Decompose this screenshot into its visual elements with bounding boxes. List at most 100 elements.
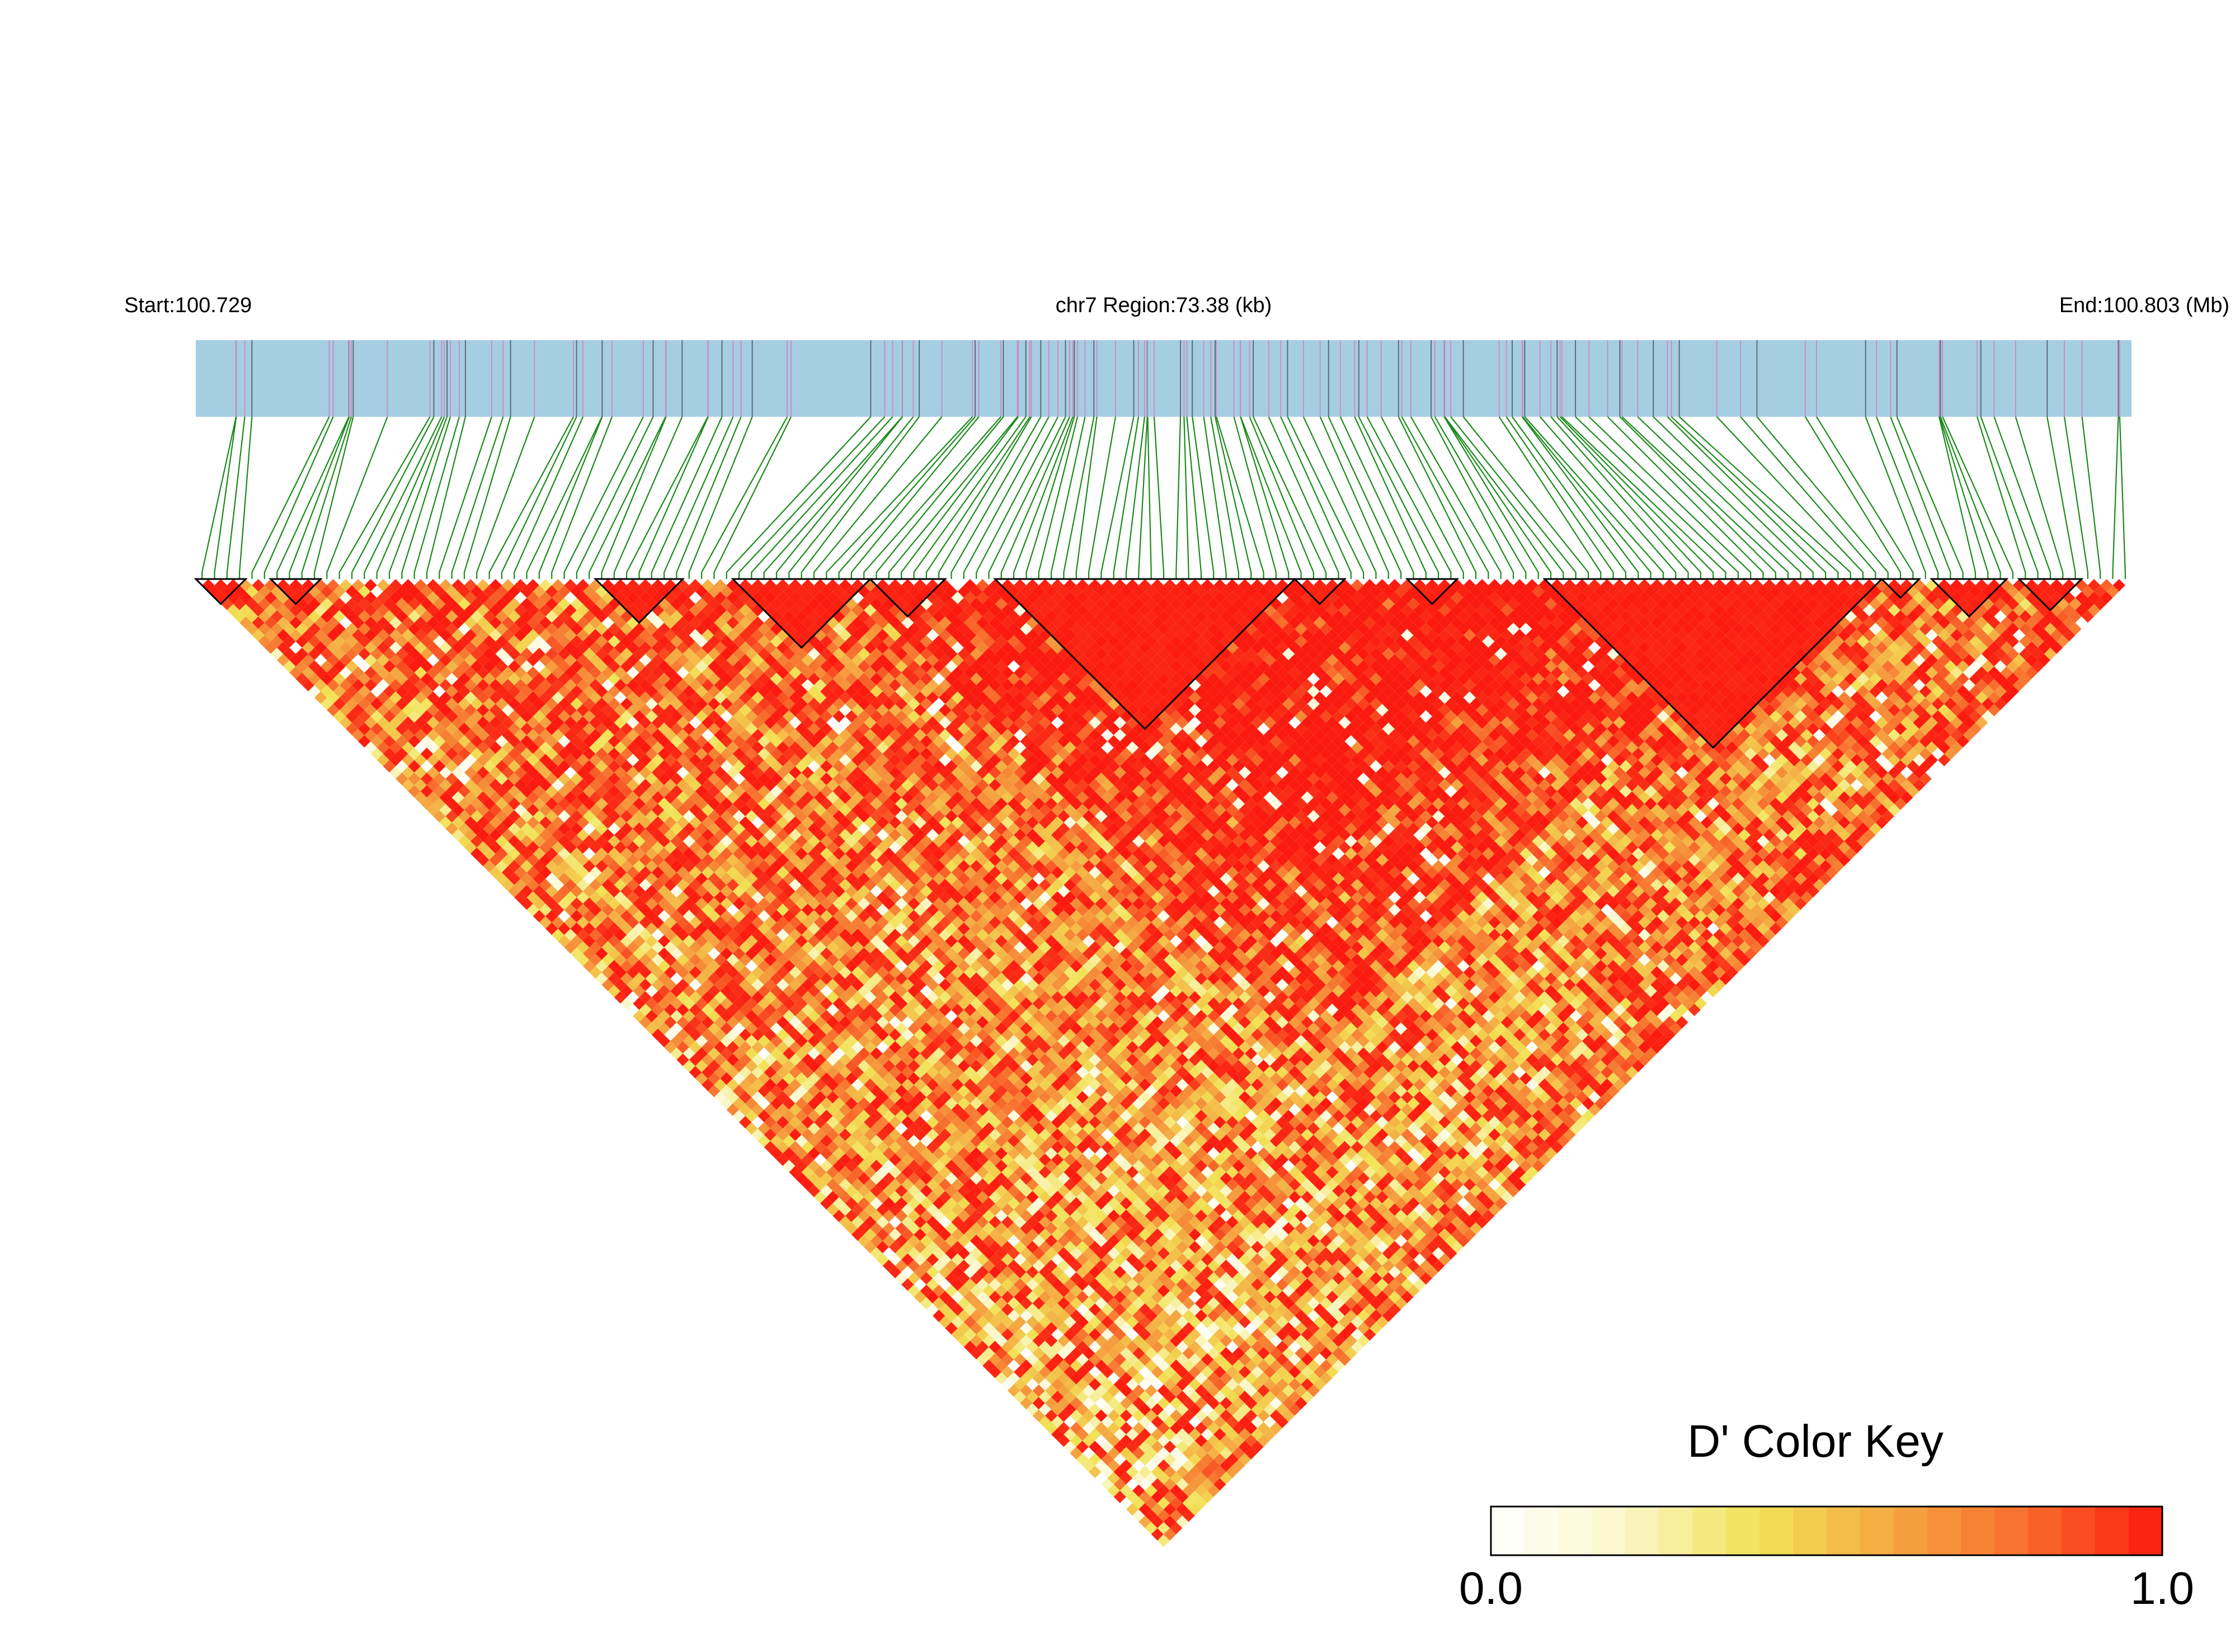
ld-cell	[1051, 1366, 1064, 1378]
ld-cell	[508, 809, 521, 823]
ld-cell	[426, 704, 440, 717]
ld-cell	[751, 1066, 764, 1079]
ld-cell	[764, 1041, 777, 1054]
ld-cell	[720, 1034, 733, 1048]
ld-cell	[333, 710, 346, 723]
snp-connector	[1000, 416, 1070, 579]
ld-cell	[470, 747, 483, 760]
ld-cell	[1026, 1390, 1039, 1404]
ld-cell	[396, 722, 408, 736]
ld-cell	[501, 791, 515, 804]
ld-cell	[289, 641, 302, 654]
snp-connector	[551, 416, 613, 579]
ld-cell	[327, 704, 340, 717]
ld-cell	[420, 785, 434, 798]
ld-cell	[651, 978, 665, 991]
ld-cell	[739, 1066, 752, 1079]
ld-cell	[1132, 1484, 1145, 1497]
ld-cell	[308, 610, 321, 623]
ld-cell	[951, 1241, 964, 1254]
ld-cell	[396, 735, 408, 748]
ld-cell	[1107, 1447, 1120, 1460]
ld-cell	[982, 1259, 995, 1272]
ld-cell	[676, 991, 689, 1004]
ld-cell	[595, 872, 608, 885]
ld-cell	[1032, 1372, 1045, 1385]
ld-cell	[939, 1303, 952, 1316]
ld-cell	[989, 1265, 1001, 1279]
ld-cell	[595, 947, 608, 960]
ld-cell	[951, 1278, 964, 1291]
ld-cell	[1089, 1378, 1102, 1391]
ld-cell	[976, 1316, 989, 1329]
ld-cell	[545, 922, 558, 935]
region-start-label: Start:100.729	[124, 294, 252, 317]
ld-cell	[1138, 1428, 1151, 1441]
snp-connector	[201, 416, 237, 579]
ld-cell	[870, 1222, 883, 1235]
ld-cell	[1182, 1472, 1195, 1485]
ld-cell	[264, 616, 277, 629]
ld-cell	[1032, 1322, 1045, 1335]
ld-cell	[858, 1222, 871, 1235]
ld-cell	[858, 1234, 871, 1248]
ld-cell	[495, 847, 509, 860]
ld-cell	[389, 704, 402, 717]
ld-cell	[352, 691, 365, 704]
ld-cell	[976, 1353, 989, 1366]
ld-cell	[314, 679, 327, 691]
ld-cell	[745, 1022, 758, 1035]
ld-cell	[533, 897, 546, 910]
ld-cell	[989, 1291, 1001, 1303]
ld-cell	[514, 878, 527, 892]
ld-cell	[576, 941, 590, 954]
ld-cell	[377, 741, 389, 754]
ld-cell	[695, 1034, 708, 1048]
ld-cell	[295, 635, 308, 648]
ld-cell	[1138, 1478, 1151, 1491]
ld-cell	[1170, 1509, 1183, 1522]
ld-cell	[408, 773, 421, 785]
ld-cell	[714, 1028, 727, 1041]
snp-connector	[1607, 416, 1764, 579]
ld-cell	[1132, 1459, 1145, 1472]
snp-connector	[938, 416, 1032, 579]
ld-cell	[783, 1085, 796, 1098]
ld-cell	[258, 585, 271, 598]
ld-cell	[458, 797, 471, 810]
snp-connector	[289, 416, 350, 579]
snp-connector	[1804, 416, 1902, 579]
ld-cell	[295, 660, 308, 673]
ld-cell	[683, 972, 695, 985]
snp-connector	[1214, 416, 1252, 579]
ld-cell	[1132, 1447, 1145, 1460]
ld-cell	[339, 616, 352, 629]
ld-cell	[645, 1010, 658, 1023]
ld-cell	[377, 728, 389, 742]
snp-connector	[713, 416, 792, 579]
snp-connector	[1505, 416, 1614, 579]
ld-cell	[339, 666, 352, 679]
ld-cell	[1064, 1366, 1076, 1378]
ld-cell	[676, 1016, 689, 1029]
ld-cell	[670, 1047, 683, 1060]
ld-cell	[858, 1147, 871, 1160]
ld-cell	[933, 1309, 945, 1322]
ld-cell	[477, 854, 490, 867]
ld-cell	[1064, 1403, 1076, 1416]
ld-cell	[751, 1041, 764, 1054]
ld-cell	[239, 616, 252, 629]
ld-cell	[670, 959, 683, 973]
ld-cell	[227, 579, 240, 592]
ld-cell	[982, 1334, 995, 1347]
ld-cell	[545, 897, 558, 910]
ld-cell	[526, 891, 539, 904]
snp-connector	[925, 416, 1031, 579]
ld-cell	[576, 903, 590, 916]
ld-cell	[895, 1197, 908, 1210]
ld-cell	[302, 629, 315, 642]
ld-cell	[270, 610, 284, 623]
ld-cell	[570, 872, 583, 885]
snp-connector	[863, 416, 1001, 579]
ld-cell	[676, 953, 689, 966]
